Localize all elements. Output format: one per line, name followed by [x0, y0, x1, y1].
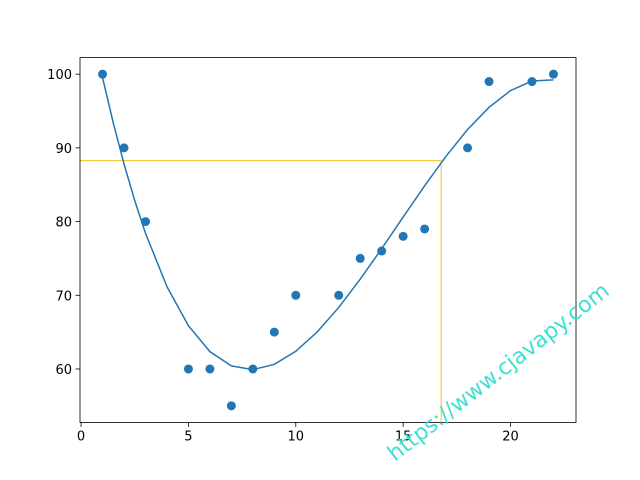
fit-line [101, 77, 554, 371]
x-tick-label: 20 [502, 429, 519, 444]
x-tick-label: 0 [77, 429, 85, 444]
point [291, 290, 301, 300]
x-tick-label: 5 [184, 429, 192, 444]
x-tick-label: 15 [395, 429, 412, 444]
plot-frame [79, 57, 577, 423]
y-tick-label: 80 [55, 216, 72, 231]
point [334, 290, 344, 300]
point [463, 143, 473, 153]
point [269, 327, 279, 337]
point [548, 69, 558, 79]
y-tick-label: 90 [55, 142, 72, 157]
point [398, 231, 408, 241]
point [377, 246, 387, 256]
point [484, 77, 494, 87]
x-tick-label: 10 [288, 429, 305, 444]
y-tick-label: 100 [47, 68, 72, 83]
y-tick-label: 70 [55, 289, 72, 304]
point [140, 217, 150, 227]
point [205, 364, 215, 374]
point [355, 253, 365, 263]
point [119, 143, 129, 153]
point [226, 401, 236, 411]
point [183, 364, 193, 374]
y-tick-label: 60 [55, 363, 72, 378]
point [420, 224, 430, 234]
point [98, 69, 108, 79]
watermark: https://www.cjavapy.com [383, 278, 614, 466]
